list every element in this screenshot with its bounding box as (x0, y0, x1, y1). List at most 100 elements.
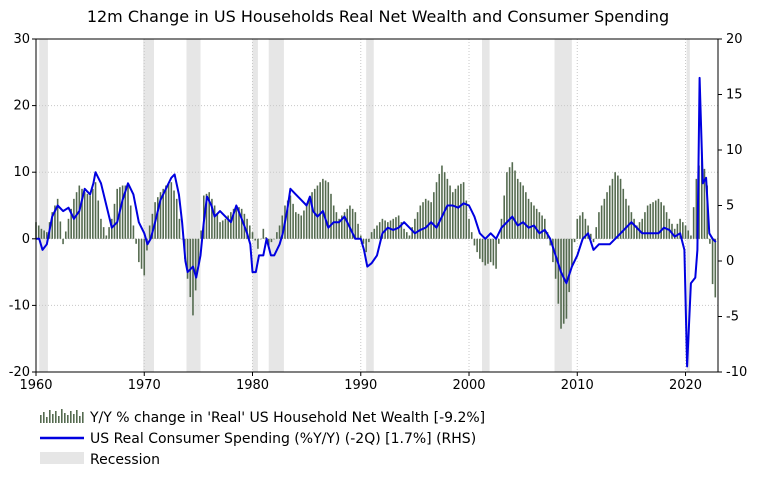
wealth-bar (303, 210, 305, 239)
wealth-bar (714, 238, 717, 298)
wealth-bar (557, 238, 560, 304)
wealth-bar (411, 227, 413, 239)
wealth-bar (676, 223, 679, 239)
recession-band (186, 39, 201, 372)
wealth-bar (97, 200, 100, 239)
wealth-bar (89, 195, 91, 239)
wealth-bar (511, 162, 514, 239)
wealth-bar (451, 192, 454, 239)
wealth-bar (181, 238, 183, 240)
legend-recession-swatch (40, 452, 84, 464)
wealth-bar (476, 238, 478, 253)
wealth-bar (630, 212, 633, 239)
wealth-bar (443, 172, 446, 239)
x-tick-label: 2020 (669, 378, 702, 393)
wealth-bar (387, 222, 389, 239)
right-tick-label: 5 (726, 199, 734, 214)
legend-bar (67, 415, 69, 423)
wealth-bar (129, 205, 132, 239)
wealth-bar (235, 205, 238, 239)
wealth-bar (584, 218, 587, 239)
wealth-bar (232, 208, 235, 239)
left-tick-label: -20 (9, 365, 30, 380)
wealth-bar (641, 218, 644, 239)
left-tick-label: 0 (22, 232, 30, 247)
legend-bar (40, 415, 42, 423)
wealth-bar (652, 202, 654, 239)
wealth-bar (257, 238, 259, 249)
wealth-bar (462, 182, 465, 239)
wealth-bar (286, 200, 289, 239)
wealth-bar (327, 182, 330, 239)
wealth-bar (316, 185, 319, 239)
wealth-bar (617, 175, 619, 239)
wealth-bar (305, 205, 308, 239)
wealth-bar (435, 182, 438, 239)
wealth-bar (690, 235, 692, 239)
wealth-bar (167, 183, 170, 239)
wealth-bar (357, 223, 359, 239)
wealth-bar (216, 213, 219, 239)
wealth-bar (67, 218, 70, 239)
wealth-bar (587, 225, 589, 239)
wealth-bar (646, 205, 649, 239)
wealth-bar (687, 230, 690, 239)
wealth-bar (259, 238, 262, 240)
legend-bar (64, 413, 66, 423)
wealth-bar (381, 218, 384, 239)
wealth-bar (219, 222, 221, 239)
wealth-bar (170, 182, 173, 239)
wealth-bar (238, 207, 240, 239)
wealth-bar (560, 238, 562, 329)
wealth-bar (576, 218, 579, 239)
wealth-bar (192, 238, 194, 316)
wealth-bar (151, 213, 154, 239)
wealth-bar (660, 202, 662, 239)
wealth-bar (573, 238, 576, 243)
recession-band (252, 39, 258, 372)
wealth-bar (673, 228, 676, 239)
wealth-bar (156, 197, 159, 239)
wealth-bar (668, 218, 671, 239)
legend-bar (61, 409, 63, 423)
wealth-bar (568, 238, 570, 293)
recession-shading (39, 39, 690, 372)
right-tick-label: 15 (726, 88, 743, 103)
chart-title: 12m Change in US Households Real Net Wea… (87, 7, 669, 26)
wealth-bar (289, 195, 292, 239)
wealth-bar (370, 232, 373, 239)
wealth-bar (175, 198, 178, 239)
wealth-bar (278, 225, 281, 239)
wealth-bar (671, 223, 673, 239)
wealth-bar (516, 178, 519, 239)
wealth-bar (51, 212, 54, 239)
right-tick-label: 0 (726, 254, 734, 269)
wealth-bar (454, 188, 457, 239)
wealth-bar (330, 193, 332, 239)
wealth-bar (335, 212, 338, 239)
wealth-bar (679, 218, 681, 239)
wealth-bar (692, 207, 695, 239)
wealth-bar (625, 198, 627, 239)
legend-bar (70, 411, 72, 423)
wealth-bar (603, 198, 606, 239)
wealth-bar (543, 218, 546, 239)
wealth-bar (108, 227, 110, 239)
wealth-bar (105, 235, 108, 239)
wealth-bar (522, 185, 524, 239)
wealth-bar (194, 238, 197, 291)
wealth-bar (205, 193, 208, 239)
wealth-bar (132, 225, 135, 239)
x-tick-label: 1990 (344, 378, 377, 393)
x-tick-label: 1980 (236, 378, 269, 393)
wealth-bar (135, 238, 137, 244)
wealth-bar (251, 232, 254, 239)
legend-bar (52, 414, 54, 423)
wealth-bar (508, 167, 511, 239)
wealth-bar (178, 218, 181, 239)
wealth-bar (324, 180, 327, 239)
legend-bar (49, 410, 51, 423)
wealth-bar (267, 238, 270, 246)
wealth-bar (37, 225, 40, 239)
wealth-bar (138, 238, 140, 263)
